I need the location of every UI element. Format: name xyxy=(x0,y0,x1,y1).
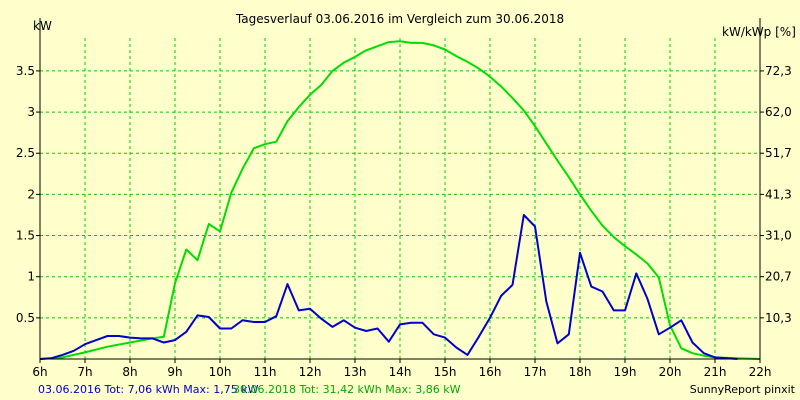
x-tick-label: 9h xyxy=(167,365,182,379)
x-tick-label: 14h xyxy=(389,365,412,379)
y2-tick-label: 62,0 xyxy=(765,105,792,119)
series-line xyxy=(39,214,738,360)
x-tick-label: 20h xyxy=(659,365,682,379)
y2-tick-label: 10,3 xyxy=(765,311,792,325)
y-tick-label: 3.5 xyxy=(16,64,35,78)
x-tick-label: 11h xyxy=(254,365,277,379)
y2-tick-label: 31,0 xyxy=(765,229,792,243)
y-tick-label: 2.5 xyxy=(16,146,35,160)
footer-series-1: 03.06.2016 Tot: 7,06 kWh Max: 1,75 kW xyxy=(38,383,259,396)
x-tick-label: 6h xyxy=(32,365,47,379)
x-tick-label: 22h xyxy=(749,365,772,379)
chart-title: Tagesverlauf 03.06.2016 im Vergleich zum… xyxy=(235,12,564,26)
y-axis-label: kW xyxy=(33,19,52,33)
footer-credit: SunnyReport pinxit xyxy=(690,383,796,396)
y2-axis-label: kW/kWp [%] xyxy=(722,25,796,39)
x-tick-label: 17h xyxy=(524,365,547,379)
y-tick-label: 3 xyxy=(27,105,35,119)
x-tick-label: 19h xyxy=(614,365,637,379)
x-tick-label: 10h xyxy=(209,365,232,379)
x-tick-label: 13h xyxy=(344,365,367,379)
y2-tick-label: 72,3 xyxy=(765,64,792,78)
series-group xyxy=(39,40,761,360)
x-tick-label: 18h xyxy=(569,365,592,379)
x-tick-label: 15h xyxy=(434,365,457,379)
x-tick-label: 8h xyxy=(122,365,137,379)
y2-tick-label: 51,7 xyxy=(765,146,792,160)
y-tick-label: 1.5 xyxy=(16,229,35,243)
x-tick-label: 12h xyxy=(299,365,322,379)
tick-labels: 6h 7h 8h 9h 10h 11h 12h 13h 14h 15h 16h 17h 18h 19h 20… xyxy=(16,64,792,379)
y-tick-label: 0.5 xyxy=(16,311,35,325)
y2-tick-label: 20,7 xyxy=(765,270,792,284)
grid xyxy=(40,38,760,359)
y-tick-label: 2 xyxy=(27,187,35,201)
footer-series-2: 30.06.2018 Tot: 31,42 kWh Max: 3,86 kW xyxy=(233,383,461,396)
series-line xyxy=(39,40,761,360)
x-tick-label: 16h xyxy=(479,365,502,379)
x-tick-label: 21h xyxy=(704,365,727,379)
axes xyxy=(36,18,764,363)
y2-tick-label: 41,3 xyxy=(765,187,792,201)
x-tick-label: 7h xyxy=(77,365,92,379)
y-tick-label: 1 xyxy=(27,270,35,284)
